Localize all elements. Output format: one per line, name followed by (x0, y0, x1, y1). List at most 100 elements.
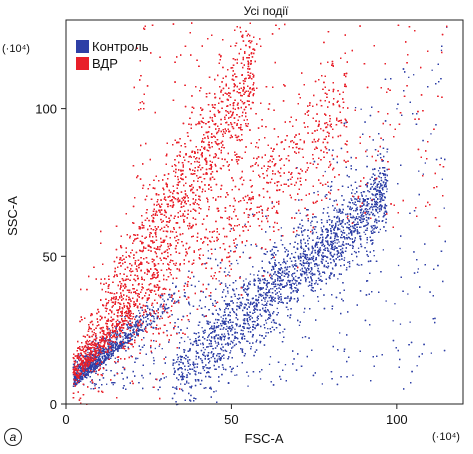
control-point (138, 310, 140, 312)
control-point (127, 336, 129, 338)
control-point (233, 311, 236, 314)
control-point (346, 267, 348, 269)
control-point (148, 314, 150, 316)
control-point (417, 271, 419, 273)
control-point (161, 348, 163, 350)
control-point (210, 336, 213, 338)
control-point (259, 378, 262, 380)
control-point (236, 259, 238, 262)
control-point (174, 370, 176, 372)
control-point (317, 300, 320, 302)
control-point (187, 372, 190, 374)
control-point (204, 331, 206, 333)
control-point (407, 293, 409, 295)
control-point (347, 261, 349, 263)
control-point (249, 273, 252, 275)
control-point (164, 307, 166, 309)
control-point (318, 264, 320, 266)
control-point (377, 175, 380, 177)
control-point (195, 358, 197, 360)
control-point (94, 368, 96, 371)
control-point (152, 357, 155, 359)
control-point (230, 350, 232, 352)
control-point (207, 250, 209, 252)
control-point (297, 257, 300, 259)
control-point (294, 251, 297, 254)
control-point (364, 233, 367, 235)
control-point (321, 258, 323, 260)
control-point (312, 232, 314, 234)
control-point (277, 275, 279, 277)
control-point (376, 200, 378, 202)
control-point (312, 249, 314, 251)
control-point (202, 347, 205, 349)
control-point (187, 336, 189, 338)
control-point (236, 365, 238, 367)
control-point (253, 306, 255, 308)
control-point (336, 209, 338, 211)
control-point (280, 227, 282, 229)
control-point (217, 358, 219, 360)
control-point (206, 320, 208, 322)
control-point (111, 331, 113, 334)
control-point (366, 242, 368, 244)
control-point (292, 282, 294, 284)
control-point (343, 257, 346, 259)
control-point (291, 274, 293, 276)
control-point (318, 250, 321, 252)
control-point (247, 385, 249, 387)
control-point (408, 76, 410, 78)
control-point (109, 334, 111, 336)
control-point (239, 276, 241, 278)
control-point (181, 373, 183, 376)
control-point (162, 298, 164, 300)
control-point (299, 212, 301, 214)
control-point (312, 290, 315, 292)
control-point (161, 306, 163, 308)
control-point (380, 205, 382, 207)
chart-title: Усі події (244, 4, 289, 18)
control-point (133, 324, 135, 326)
control-point (102, 373, 104, 375)
control-point (92, 363, 94, 365)
control-point (238, 325, 240, 328)
control-point (374, 224, 376, 227)
control-point (216, 321, 218, 324)
control-point (352, 227, 354, 229)
control-point (327, 248, 329, 250)
control-point (353, 210, 355, 212)
control-point (320, 275, 322, 277)
control-point (365, 205, 367, 207)
control-point (242, 319, 244, 321)
control-point (338, 241, 340, 243)
control-point (310, 273, 312, 275)
control-point (310, 262, 312, 264)
control-point (365, 195, 367, 197)
control-point (212, 302, 214, 305)
control-point (371, 193, 374, 195)
control-point (220, 316, 222, 318)
control-point (375, 186, 377, 188)
control-point (246, 311, 248, 314)
control-point (366, 149, 368, 151)
control-point (236, 302, 238, 304)
control-point (284, 270, 286, 272)
control-point (193, 364, 195, 367)
control-point (337, 278, 339, 280)
control-point (152, 306, 154, 308)
control-point (142, 377, 144, 379)
control-point (215, 390, 217, 392)
control-point (228, 322, 230, 324)
control-point (203, 369, 206, 372)
control-point (224, 343, 227, 346)
control-point (354, 107, 357, 109)
control-point (351, 244, 353, 247)
control-point (361, 194, 363, 196)
control-point (394, 303, 396, 305)
control-point (324, 272, 326, 274)
control-point (233, 339, 235, 341)
control-point (386, 188, 388, 190)
control-point (379, 228, 381, 231)
control-point (336, 242, 338, 244)
control-point (119, 332, 122, 334)
